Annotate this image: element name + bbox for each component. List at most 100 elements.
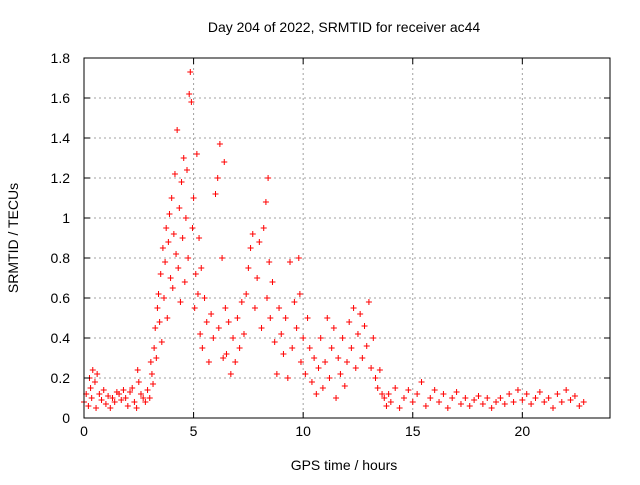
data-point [262,199,269,205]
data-point [88,395,95,401]
data-point [269,279,276,285]
data-point [127,389,134,395]
data-point [156,319,163,325]
data-point [293,325,300,331]
data-point [359,355,366,361]
data-point [330,325,337,331]
data-point [528,401,535,407]
data-point [400,395,407,401]
data-point [348,345,355,351]
data-point [118,397,125,403]
y-axis-label: SRMTID / TECUs [5,183,21,293]
data-point [147,359,154,365]
data-point [372,375,379,381]
data-point [536,389,543,395]
data-point [422,403,429,409]
y-tick-label: 0.6 [51,290,71,306]
data-point [493,399,500,405]
data-point [289,345,296,351]
data-point [571,393,578,399]
data-point [576,403,583,409]
data-point [91,379,98,385]
data-point [168,195,175,201]
y-tick-label: 1.4 [51,130,71,146]
data-point [102,401,109,407]
data-point [111,399,118,405]
data-point [152,325,159,331]
data-point [326,375,333,381]
data-point [532,395,539,401]
data-point [157,271,164,277]
data-point [247,245,254,251]
data-point [306,345,313,351]
data-point [191,305,198,311]
data-point [177,299,184,305]
data-point [328,345,335,351]
data-point [304,315,311,321]
data-point [166,211,173,217]
data-point [523,391,530,397]
data-point [501,401,508,407]
data-point [313,391,320,397]
data-point [278,331,285,337]
data-point [153,355,160,361]
data-point [409,399,416,405]
data-point [107,405,114,411]
data-point [87,385,94,391]
x-tick-label: 20 [515,423,531,439]
data-point [363,343,370,349]
y-tick-label: 1 [62,210,70,226]
data-point [265,175,272,181]
data-point [201,295,208,301]
data-point [385,391,392,397]
data-point [479,401,486,407]
data-point [249,231,256,237]
data-point [311,355,318,361]
data-point [280,351,287,357]
data-point [212,191,219,197]
data-point [296,291,303,297]
data-point [181,279,188,285]
data-point [129,385,136,391]
data-point [337,371,344,377]
data-point [223,351,230,357]
data-point [94,371,101,377]
data-point [192,271,199,277]
data-point [205,359,212,365]
data-point [176,205,183,211]
data-point [427,395,434,401]
data-point [256,239,263,245]
data-point [471,397,478,403]
data-point [180,155,187,161]
data-point [140,395,147,401]
data-point [150,381,157,387]
data-point [368,365,375,371]
x-tick-label: 10 [295,423,311,439]
data-point [165,239,172,245]
data-point [93,405,100,411]
data-point [506,391,513,397]
data-point [187,69,194,75]
y-tick-label: 0 [62,410,70,426]
data-point [133,405,140,411]
data-point [137,391,144,397]
data-point [322,359,329,365]
data-point [109,395,116,401]
data-point [116,391,123,397]
data-point [357,311,364,317]
data-point [160,295,167,301]
data-point [120,387,127,393]
data-point [376,367,383,373]
data-point [240,331,247,337]
data-point [276,305,283,311]
data-point [203,319,210,325]
data-point [148,371,155,377]
data-point [319,385,326,391]
data-point [370,335,377,341]
data-point [164,315,171,321]
data-point [365,299,372,305]
data-point [510,399,517,405]
data-point [251,305,258,311]
data-point [221,159,228,165]
